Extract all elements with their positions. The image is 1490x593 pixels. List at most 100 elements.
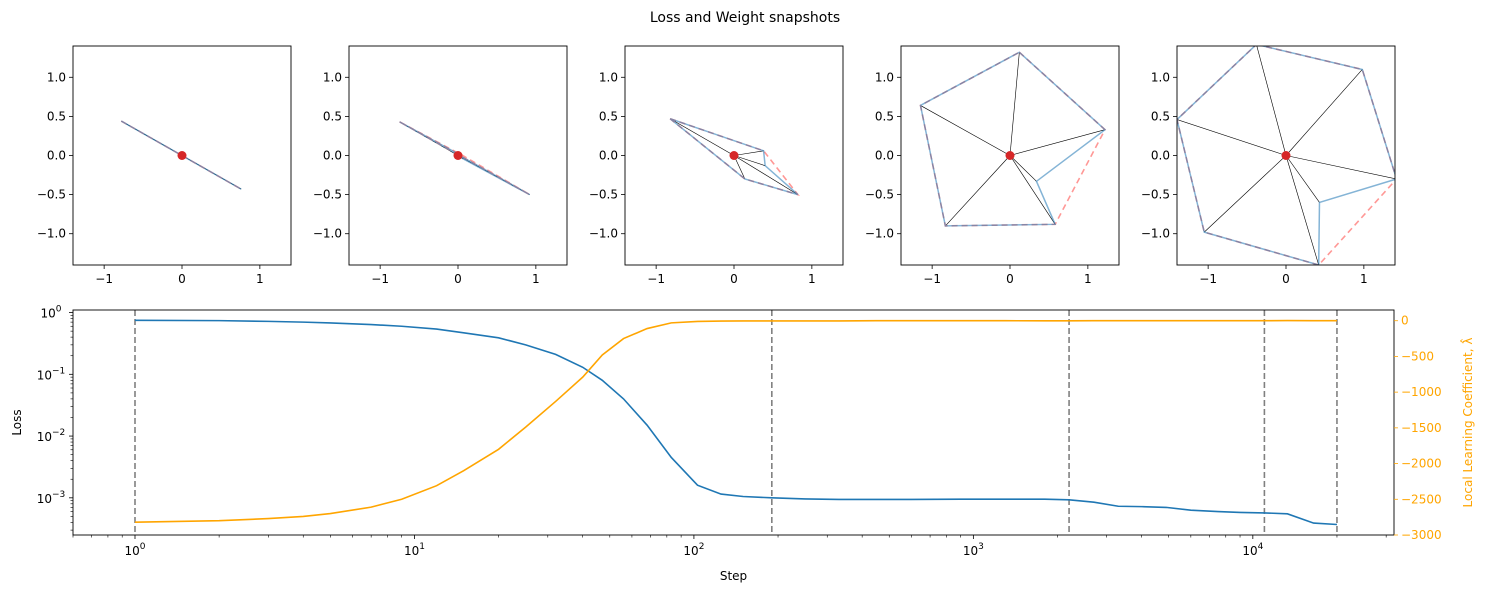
panel-content <box>669 117 801 197</box>
y-tick-label: −0.5 <box>865 188 894 202</box>
spoke-line <box>1285 155 1320 203</box>
x-tick-label: 1 <box>808 272 816 286</box>
x-axis-label: Step <box>720 569 747 583</box>
y2-tick-label: −500 <box>1401 349 1434 363</box>
x-tick-base: 10 <box>1242 544 1257 558</box>
loss-llc-plot: 100 101 102 103 10410−310−210−11000−500−1000… <box>10 305 1475 583</box>
y2-tick-label: 0 <box>1401 314 1409 328</box>
y-tick-label: −0.5 <box>589 188 618 202</box>
x-tick-label: 1 <box>256 272 264 286</box>
y-tick-label: 1.0 <box>47 70 66 84</box>
spoke-line <box>1256 46 1287 156</box>
y-tick-label: 1.0 <box>323 70 342 84</box>
x-tick-label: 0 <box>730 272 738 286</box>
x-tick-label: −1 <box>95 272 113 286</box>
y-tick-label: 0.5 <box>875 109 894 123</box>
y-tick-label: −1.0 <box>865 227 894 241</box>
spoke-line <box>1285 155 1395 179</box>
x-tick-exponent: 3 <box>978 542 984 552</box>
x-tick-base: 10 <box>963 544 978 558</box>
origin-point <box>1005 151 1015 160</box>
y-tick-label: 0.5 <box>1151 109 1170 123</box>
spoke-line <box>733 155 798 195</box>
y-tick-label: 10−2 <box>37 428 66 444</box>
x-tick-base: 10 <box>124 544 139 558</box>
x-tick-label: 103 <box>963 542 984 558</box>
x-tick-label: 100 <box>124 542 145 558</box>
spoke-line <box>1177 119 1287 156</box>
snapshot-panel-1: −1 0 1 −1.0 −0.5 0.0 0.5 1.0 <box>37 45 292 286</box>
x-tick-label: 0 <box>1282 272 1290 286</box>
spoke-line <box>1285 155 1319 265</box>
spoke-line <box>733 155 766 166</box>
y-tick-base: 10 <box>37 430 52 444</box>
main-plot-area <box>134 310 1338 535</box>
spoke-line <box>1009 155 1037 182</box>
y-tick-label: 0.5 <box>47 109 66 123</box>
x-tick-label: 0 <box>1006 272 1014 286</box>
origin-point <box>729 151 739 160</box>
y-tick-label: 10−3 <box>37 490 66 506</box>
y-tick-label: 1.0 <box>599 70 618 84</box>
x-tick-base: 10 <box>683 544 698 558</box>
x-tick-exponent: 1 <box>419 542 425 552</box>
y2-tick-label: −3000 <box>1401 528 1442 542</box>
spoke-line <box>1285 69 1363 156</box>
y-tick-exponent: −3 <box>52 490 65 500</box>
y-tick-label: 1.0 <box>875 70 894 84</box>
weight-polygon <box>120 120 242 190</box>
x-tick-label: 1 <box>1084 272 1092 286</box>
x-tick-label: 104 <box>1242 542 1263 558</box>
origin-point <box>177 151 187 160</box>
weight-polygon <box>919 51 1107 227</box>
panel-content <box>120 120 242 190</box>
y-tick-label: −1.0 <box>589 227 618 241</box>
spoke-line <box>1009 52 1020 156</box>
y-tick-base: 10 <box>37 368 52 382</box>
x-tick-label: 1 <box>532 272 540 286</box>
y-tick-label: −1.0 <box>1141 227 1170 241</box>
x-tick-label: 0 <box>178 272 186 286</box>
panel-content <box>1177 46 1395 265</box>
y-tick-label: −1.0 <box>313 227 342 241</box>
x-tick-label: 102 <box>683 542 704 558</box>
snapshot-panel-4: −1 0 1 −1.0 −0.5 0.0 0.5 1.0 <box>865 45 1120 286</box>
weight-polygon <box>399 121 530 196</box>
x-tick-base: 10 <box>404 544 419 558</box>
spoke-line <box>733 150 764 156</box>
panel-content <box>399 121 531 196</box>
y-tick-exponent: −1 <box>52 366 65 376</box>
snapshot-panel-5: −1 0 1 −1.0 −0.5 0.0 0.5 1.0 <box>1141 45 1396 286</box>
y-tick-base: 10 <box>40 307 55 321</box>
y2-tick-label: −2000 <box>1401 457 1442 471</box>
y-tick-label: 0.5 <box>323 109 342 123</box>
y-tick-label: 0.0 <box>1151 149 1170 163</box>
y-tick-label: 10−1 <box>37 366 66 382</box>
weight-polygon <box>1177 46 1395 265</box>
y-tick-label: −0.5 <box>1141 188 1170 202</box>
y-axis-label: Loss <box>10 409 24 435</box>
spoke-line <box>945 155 1011 227</box>
x-tick-label: −1 <box>371 272 389 286</box>
weight-snapshots: −1 0 1 −1.0 −0.5 0.0 0.5 1.0 −1 0 1 −1.0 −0.5 0.0 0.5 1… <box>37 45 1396 286</box>
x-tick-label: −1 <box>647 272 665 286</box>
snapshot-panel-3: −1 0 1 −1.0 −0.5 0.0 0.5 1.0 <box>589 45 844 286</box>
y2-axis-label: Local Learning Coefficient, λ̂ <box>1459 338 1475 508</box>
y-tick-label: 0.0 <box>47 149 66 163</box>
spoke-line <box>1009 155 1056 225</box>
main-frame <box>72 309 1395 536</box>
snapshot-panel-2: −1 0 1 −1.0 −0.5 0.0 0.5 1.0 <box>313 45 568 286</box>
spoke-line <box>670 118 735 156</box>
y-tick-label: 0.5 <box>599 109 618 123</box>
x-tick-label: −1 <box>1199 272 1217 286</box>
y-tick-base: 10 <box>37 492 52 506</box>
spoke-line <box>920 105 1011 156</box>
y2-tick-label: −1500 <box>1401 421 1442 435</box>
y2-tick-label: −2500 <box>1401 492 1442 506</box>
x-tick-exponent: 0 <box>140 542 146 552</box>
y-tick-label: 0.0 <box>875 149 894 163</box>
spoke-line <box>1204 155 1287 233</box>
x-tick-label: −1 <box>923 272 941 286</box>
y-tick-exponent: −2 <box>52 428 65 438</box>
